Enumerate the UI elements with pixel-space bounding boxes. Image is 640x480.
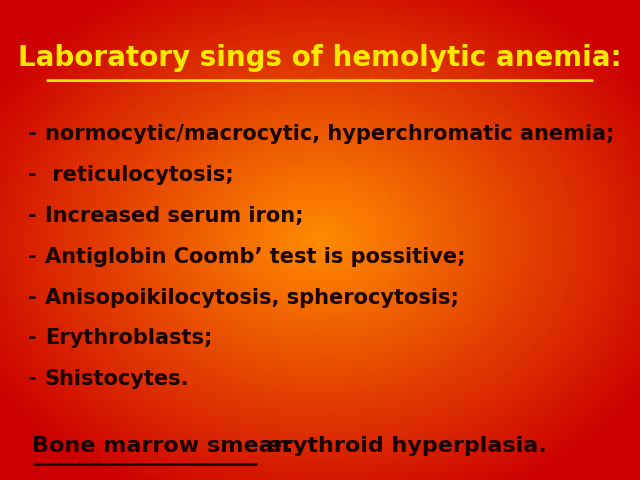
Text: Bone marrow smear:: Bone marrow smear: (32, 436, 294, 456)
Text: Erythroblasts;: Erythroblasts; (45, 328, 212, 348)
Text: Anisopoikilocytosis, spherocytosis;: Anisopoikilocytosis, spherocytosis; (45, 288, 459, 308)
Text: -: - (28, 247, 36, 267)
Text: Laboratory sings of hemolytic anemia:: Laboratory sings of hemolytic anemia: (18, 44, 622, 72)
Text: Antiglobin Coomb’ test is possitive;: Antiglobin Coomb’ test is possitive; (45, 247, 465, 267)
Text: Increased serum iron;: Increased serum iron; (45, 206, 303, 226)
Text: normocytic/macrocytic, hyperchromatic anemia;: normocytic/macrocytic, hyperchromatic an… (45, 124, 614, 144)
Text: -: - (28, 328, 36, 348)
Text: Shistocytes.: Shistocytes. (45, 369, 189, 389)
Text: erythroid hyperplasia.: erythroid hyperplasia. (259, 436, 547, 456)
Text: -: - (28, 165, 36, 185)
Text: -: - (28, 369, 36, 389)
Text: -: - (28, 206, 36, 226)
Text: -: - (28, 124, 36, 144)
Text: -: - (28, 288, 36, 308)
Text: reticulocytosis;: reticulocytosis; (45, 165, 234, 185)
